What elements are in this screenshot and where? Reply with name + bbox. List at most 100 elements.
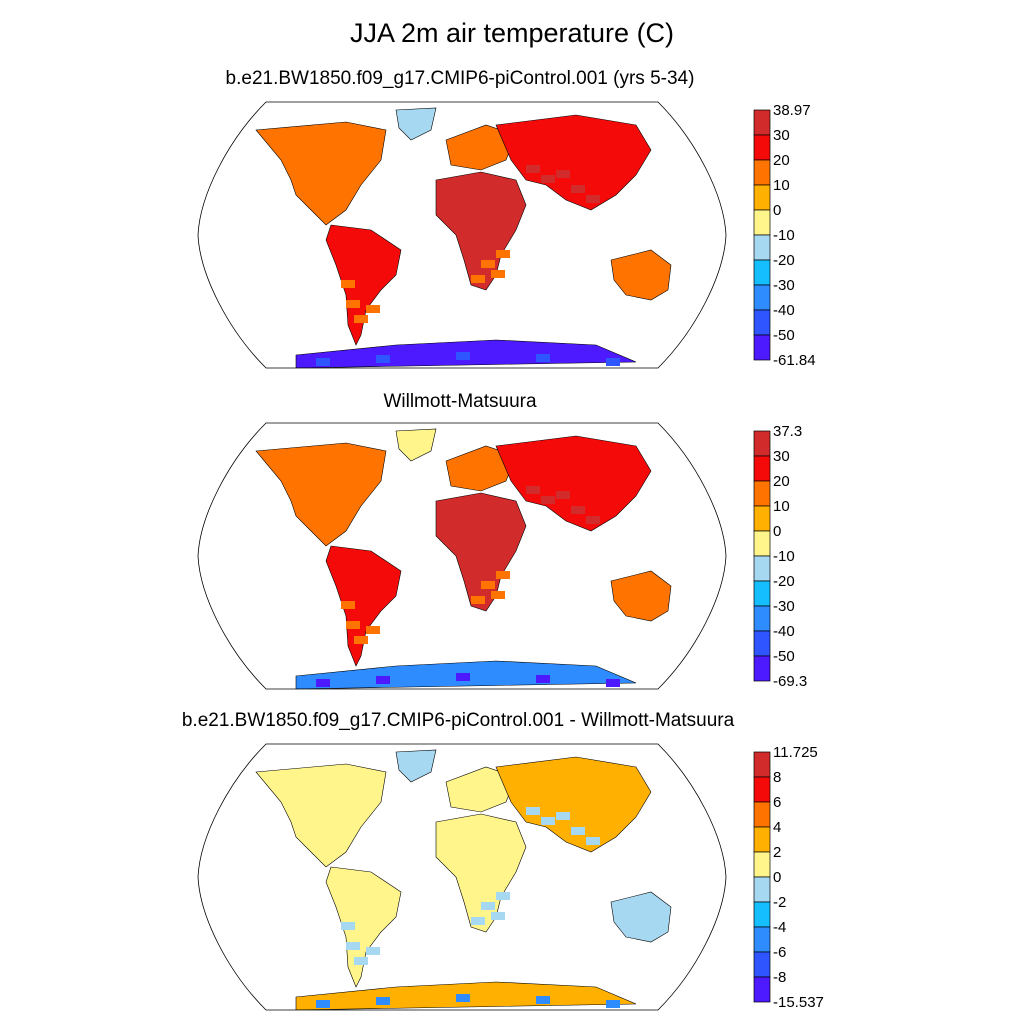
map-grid-cell — [536, 675, 550, 683]
map-grid-cell — [586, 516, 600, 524]
map-grid-cell — [341, 922, 355, 930]
map-grid-cell — [536, 996, 550, 1004]
colorbar-swatch — [753, 926, 771, 953]
map-grid-cell — [606, 679, 620, 687]
map-grid-cell — [354, 636, 368, 644]
map-grid-cell — [346, 300, 360, 308]
map-grid-cell — [354, 957, 368, 965]
colorbar-swatch — [753, 630, 771, 657]
colorbar-swatch — [753, 209, 771, 236]
colorbar-tick-label: 10 — [773, 177, 790, 194]
colorbar-swatch — [753, 455, 771, 482]
colorbar-tick-label: 30 — [773, 448, 790, 465]
colorbar-swatch — [753, 776, 771, 803]
land-region-na — [255, 442, 387, 547]
map-grid-cell — [341, 601, 355, 609]
colorbar-tick-label: 10 — [773, 498, 790, 515]
land-region-au — [610, 249, 672, 301]
colorbar-swatch — [753, 259, 771, 286]
colorbar-tick-label: 30 — [773, 127, 790, 144]
colorbar-tick-label: 37.3 — [773, 423, 802, 440]
map-outline — [197, 743, 727, 1011]
colorbar-swatch — [753, 876, 771, 903]
colorbar-swatch — [753, 334, 771, 361]
map-grid-cell — [571, 185, 585, 193]
panel-3-colorbar: 11.725 8 6 4 2 0 -2 -4 -6 -8 -15.537 — [753, 744, 824, 1011]
land-region-eu — [445, 445, 517, 492]
colorbar-tick-label: 0 — [773, 202, 781, 219]
colorbar-tick-label: -4 — [773, 919, 786, 936]
colorbar-tick-label: -20 — [773, 252, 795, 269]
land-region-sa — [325, 545, 402, 667]
land-region-grn — [395, 749, 437, 783]
map-grid-cell — [496, 571, 510, 579]
colorbar-tick-label: -30 — [773, 277, 795, 294]
map-grid-cell — [316, 679, 330, 687]
map-grid-cell — [346, 621, 360, 629]
map-grid-cell — [526, 165, 540, 173]
colorbar-tick-label: -40 — [773, 623, 795, 640]
colorbar-swatch — [753, 580, 771, 607]
panel-3-title: b.e21.BW1850.f09_g17.CMIP6-piControl.001… — [181, 710, 735, 731]
panel-2-map — [197, 422, 727, 690]
map-grid-cell — [491, 912, 505, 920]
map-grid-cell — [456, 352, 470, 360]
colorbar-swatch — [753, 234, 771, 261]
colorbar-tick-label: -40 — [773, 302, 795, 319]
map-grid-cell — [571, 506, 585, 514]
colorbar-tick-label: 20 — [773, 473, 790, 490]
map-grid-cell — [366, 626, 380, 634]
colorbar-swatch — [753, 851, 771, 878]
map-grid-cell — [496, 250, 510, 258]
land-region-au — [610, 570, 672, 622]
figure-title: JJA 2m air temperature (C) — [349, 18, 675, 48]
colorbar-swatch — [753, 480, 771, 507]
map-grid-cell — [376, 676, 390, 684]
colorbar-swatch — [753, 430, 771, 457]
panel-2-colorbar: 37.3 30 20 10 0 -10 -20 -30 -40 -50 -69.3 — [753, 423, 807, 690]
map-grid-cell — [366, 305, 380, 313]
colorbar-tick-label: -6 — [773, 944, 786, 961]
colorbar-tick-label: -50 — [773, 327, 795, 344]
map-grid-cell — [354, 315, 368, 323]
map-grid-cell — [456, 673, 470, 681]
land-region-grn — [395, 107, 437, 141]
colorbar-swatch — [753, 751, 771, 778]
map-grid-cell — [556, 491, 570, 499]
colorbar-swatch — [753, 505, 771, 532]
colorbar-tick-label: -10 — [773, 548, 795, 565]
panel-2-title: Willmott-Matsuura — [383, 391, 537, 412]
map-grid-cell — [316, 1000, 330, 1008]
map-grid-cell — [376, 355, 390, 363]
map-grid-cell — [606, 1000, 620, 1008]
map-grid-cell — [556, 170, 570, 178]
colorbar-tick-label: 6 — [773, 794, 781, 811]
colorbar-swatch — [753, 184, 771, 211]
colorbar-tick-label: -50 — [773, 648, 795, 665]
colorbar-swatch — [753, 134, 771, 161]
colorbar-tick-label: 0 — [773, 523, 781, 540]
colorbar-tick-label: 38.97 — [773, 102, 811, 119]
panel-1-map — [197, 101, 727, 369]
land-region-sa — [325, 224, 402, 346]
map-grid-cell — [366, 947, 380, 955]
colorbar-tick-label: -10 — [773, 227, 795, 244]
colorbar-tick-label: -2 — [773, 894, 786, 911]
map-grid-cell — [571, 827, 585, 835]
map-grid-cell — [491, 591, 505, 599]
land-region-as — [495, 435, 652, 532]
map-grid-cell — [481, 581, 495, 589]
colorbar-tick-label: -20 — [773, 573, 795, 590]
colorbar-tick-label: 2 — [773, 844, 781, 861]
map-grid-cell — [526, 807, 540, 815]
colorbar-tick-label: -69.3 — [773, 673, 807, 690]
colorbar-swatch — [753, 655, 771, 682]
map-grid-cell — [541, 496, 555, 504]
colorbar-swatch — [753, 555, 771, 582]
land-region-eu — [445, 124, 517, 171]
colorbar-tick-label: 11.725 — [773, 744, 818, 761]
map-outline — [197, 101, 727, 369]
land-region-na — [255, 763, 387, 868]
colorbar-swatch — [753, 530, 771, 557]
colorbar-tick-label: 4 — [773, 819, 781, 836]
